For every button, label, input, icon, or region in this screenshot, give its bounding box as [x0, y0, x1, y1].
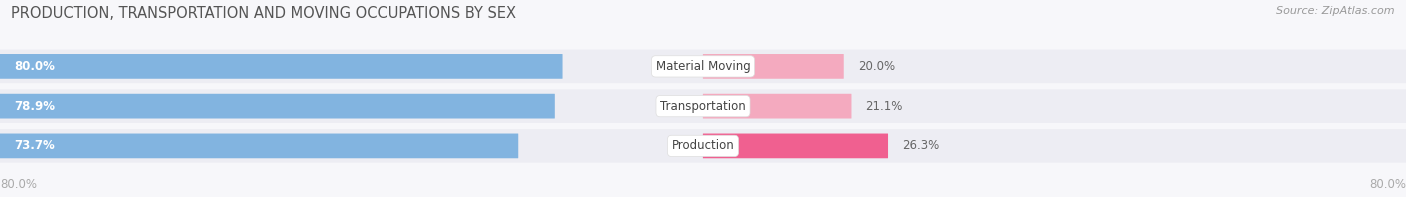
Text: 73.7%: 73.7%: [14, 139, 55, 152]
Text: 26.3%: 26.3%: [903, 139, 939, 152]
FancyBboxPatch shape: [703, 94, 852, 119]
Text: 21.1%: 21.1%: [866, 100, 903, 113]
FancyBboxPatch shape: [703, 134, 889, 158]
Text: Material Moving: Material Moving: [655, 60, 751, 73]
Text: Source: ZipAtlas.com: Source: ZipAtlas.com: [1277, 6, 1395, 16]
FancyBboxPatch shape: [0, 94, 555, 119]
Text: 20.0%: 20.0%: [858, 60, 894, 73]
FancyBboxPatch shape: [0, 50, 1406, 83]
FancyBboxPatch shape: [0, 129, 1406, 163]
Text: 80.0%: 80.0%: [1369, 178, 1406, 191]
FancyBboxPatch shape: [703, 54, 844, 79]
Text: PRODUCTION, TRANSPORTATION AND MOVING OCCUPATIONS BY SEX: PRODUCTION, TRANSPORTATION AND MOVING OC…: [11, 6, 516, 21]
Text: Production: Production: [672, 139, 734, 152]
Text: 78.9%: 78.9%: [14, 100, 55, 113]
FancyBboxPatch shape: [0, 54, 562, 79]
Text: Transportation: Transportation: [661, 100, 745, 113]
FancyBboxPatch shape: [0, 134, 519, 158]
Text: 80.0%: 80.0%: [0, 178, 37, 191]
Text: 80.0%: 80.0%: [14, 60, 55, 73]
FancyBboxPatch shape: [0, 89, 1406, 123]
